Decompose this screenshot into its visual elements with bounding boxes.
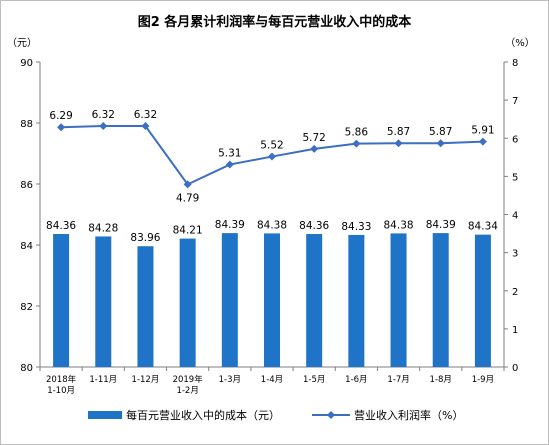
line-value-label: 5.87 [429, 126, 452, 138]
x-tick-label: 1-8月 [430, 375, 452, 385]
bar [474, 234, 491, 367]
left-axis-unit: （元） [7, 37, 37, 49]
left-tick-label: 88 [20, 119, 33, 130]
left-tick-label: 90 [20, 58, 33, 69]
bar-value-label: 84.39 [215, 219, 245, 231]
left-tick-label: 84 [20, 241, 33, 252]
legend-label-bar: 每百元营业收入中的成本（元） [126, 408, 280, 422]
bar [264, 233, 280, 367]
bar-value-label: 84.36 [46, 220, 76, 232]
line-value-label: 6.32 [92, 109, 115, 121]
bar [137, 246, 154, 367]
bar-value-label: 84.21 [173, 225, 203, 237]
right-tick-label: 5 [512, 172, 518, 183]
x-tick-label: 1-5月 [303, 375, 325, 385]
line-point [478, 137, 487, 146]
line-value-label: 5.72 [302, 132, 325, 144]
legend-swatch-marker [327, 411, 335, 419]
line-point [268, 152, 276, 161]
x-tick-label: 1-7月 [387, 375, 409, 385]
line-point [99, 122, 108, 131]
left-tick-label: 82 [20, 302, 33, 313]
line-value-label: 5.31 [218, 148, 241, 160]
x-tick-label: 1-12月 [132, 375, 160, 385]
bar-value-label: 84.38 [257, 219, 287, 231]
line-point [436, 139, 445, 148]
line-value-label: 5.91 [471, 125, 494, 137]
x-tick-label: 1-11月 [89, 375, 117, 385]
bar-value-label: 84.39 [426, 219, 456, 231]
line-value-label: 6.29 [49, 110, 72, 122]
x-tick-label: 1-4月 [261, 375, 283, 385]
right-tick-label: 6 [512, 134, 518, 145]
bar-value-label: 84.36 [299, 220, 329, 232]
bar [179, 238, 196, 367]
legend-swatch-bar [88, 411, 122, 419]
right-tick-label: 7 [512, 96, 518, 107]
x-tick-label: 1-6月 [345, 375, 367, 385]
bar [95, 236, 112, 367]
bar [53, 234, 70, 367]
x-tick-label: 2019年 [173, 374, 204, 385]
bar-value-label: 84.34 [468, 221, 498, 233]
x-tick-label: 1-2月 [176, 386, 198, 396]
bar [348, 234, 365, 367]
right-tick-label: 8 [512, 58, 518, 69]
bar [306, 234, 323, 367]
bar [432, 233, 449, 367]
bar-value-label: 83.96 [130, 232, 160, 244]
left-tick-label: 80 [20, 363, 33, 374]
line-point [394, 139, 403, 148]
bar [221, 233, 238, 367]
right-tick-label: 0 [512, 363, 518, 374]
right-tick-label: 1 [512, 325, 518, 336]
x-tick-label: 1-9月 [472, 375, 494, 385]
x-tick-label: 1-3月 [219, 375, 241, 385]
line-point [57, 123, 66, 132]
line-point [141, 122, 150, 131]
line-value-label: 5.86 [345, 127, 369, 139]
right-tick-label: 3 [512, 249, 518, 260]
line-point [225, 160, 234, 169]
line-value-label: 5.52 [260, 140, 283, 152]
bar [390, 233, 407, 367]
line-value-label: 6.32 [134, 109, 157, 121]
legend: 每百元营业收入中的成本（元） 营业收入利润率（%） [88, 408, 463, 422]
bar-value-label: 84.38 [384, 219, 414, 231]
line-point [310, 144, 319, 153]
right-tick-label: 2 [512, 287, 518, 298]
line-value-label: 4.79 [176, 192, 199, 204]
left-tick-label: 86 [20, 180, 33, 191]
bar-value-label: 84.33 [341, 221, 371, 233]
line-value-label: 5.87 [387, 126, 410, 138]
line-point [183, 180, 192, 189]
line-point [352, 139, 361, 148]
chart-title: 图2 各月累计利润率与每百元营业收入中的成本 [138, 14, 412, 30]
legend-label-line: 营业收入利润率（%） [354, 408, 463, 422]
bar-value-label: 84.28 [88, 222, 118, 234]
right-tick-label: 4 [512, 211, 518, 222]
x-tick-label: 1-10月 [47, 386, 75, 396]
x-tick-label: 2018年 [46, 374, 77, 385]
right-axis-unit: （%） [505, 37, 535, 49]
